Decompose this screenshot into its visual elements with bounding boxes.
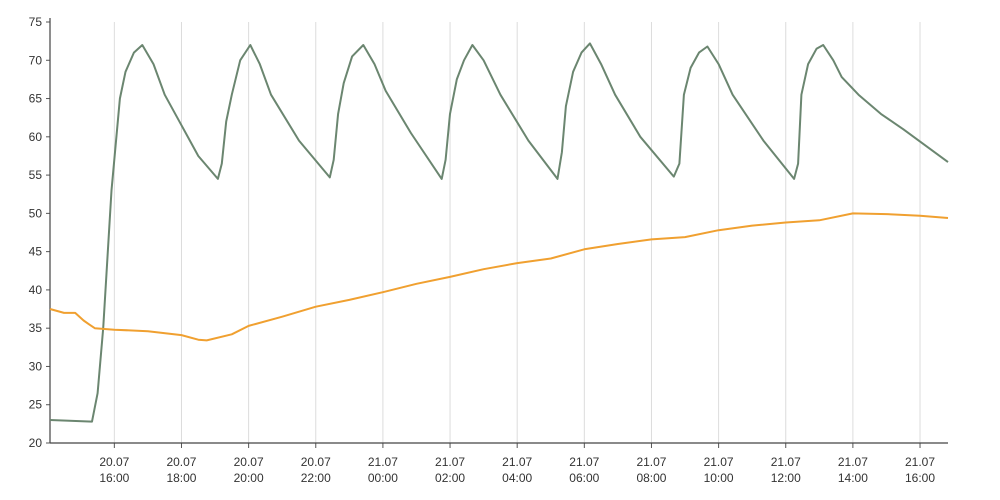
x-tick-time: 16:00 — [905, 471, 935, 485]
y-tick-label: 50 — [29, 206, 43, 220]
x-tick-date: 20.07 — [166, 455, 196, 469]
x-tick-date: 21.07 — [502, 455, 532, 469]
x-tick-time: 00:00 — [368, 471, 398, 485]
x-tick-time: 14:00 — [838, 471, 868, 485]
y-tick-label: 45 — [29, 245, 43, 259]
y-tick-label: 35 — [29, 321, 43, 335]
x-tick-time: 08:00 — [636, 471, 666, 485]
x-tick-time: 16:00 — [99, 471, 129, 485]
y-tick-label: 75 — [29, 15, 43, 29]
y-tick-label: 25 — [29, 398, 43, 412]
x-tick-time: 06:00 — [569, 471, 599, 485]
x-tick-date: 21.07 — [569, 455, 599, 469]
y-tick-label: 30 — [29, 359, 43, 373]
x-tick-date: 21.07 — [636, 455, 666, 469]
x-tick-date: 21.07 — [704, 455, 734, 469]
x-tick-time: 22:00 — [301, 471, 331, 485]
x-tick-date: 20.07 — [99, 455, 129, 469]
x-tick-date: 21.07 — [838, 455, 868, 469]
x-tick-time: 20:00 — [234, 471, 264, 485]
series-line — [49, 212, 949, 342]
x-tick-date: 20.07 — [234, 455, 264, 469]
y-tick-label: 60 — [29, 130, 43, 144]
x-tick-date: 21.07 — [435, 455, 465, 469]
x-tick-time: 12:00 — [771, 471, 801, 485]
y-tick-label: 40 — [29, 283, 43, 297]
x-tick-time: 04:00 — [502, 471, 532, 485]
x-tick-date: 21.07 — [368, 455, 398, 469]
y-tick-label: 65 — [29, 92, 43, 106]
y-tick-label: 55 — [29, 168, 43, 182]
x-tick-date: 21.07 — [905, 455, 935, 469]
y-tick-label: 20 — [29, 436, 43, 450]
y-tick-label: 70 — [29, 53, 43, 67]
x-tick-time: 02:00 — [435, 471, 465, 485]
x-tick-date: 20.07 — [301, 455, 331, 469]
x-tick-time: 18:00 — [166, 471, 196, 485]
x-tick-date: 21.07 — [771, 455, 801, 469]
series-line — [49, 42, 949, 423]
x-tick-time: 10:00 — [704, 471, 734, 485]
